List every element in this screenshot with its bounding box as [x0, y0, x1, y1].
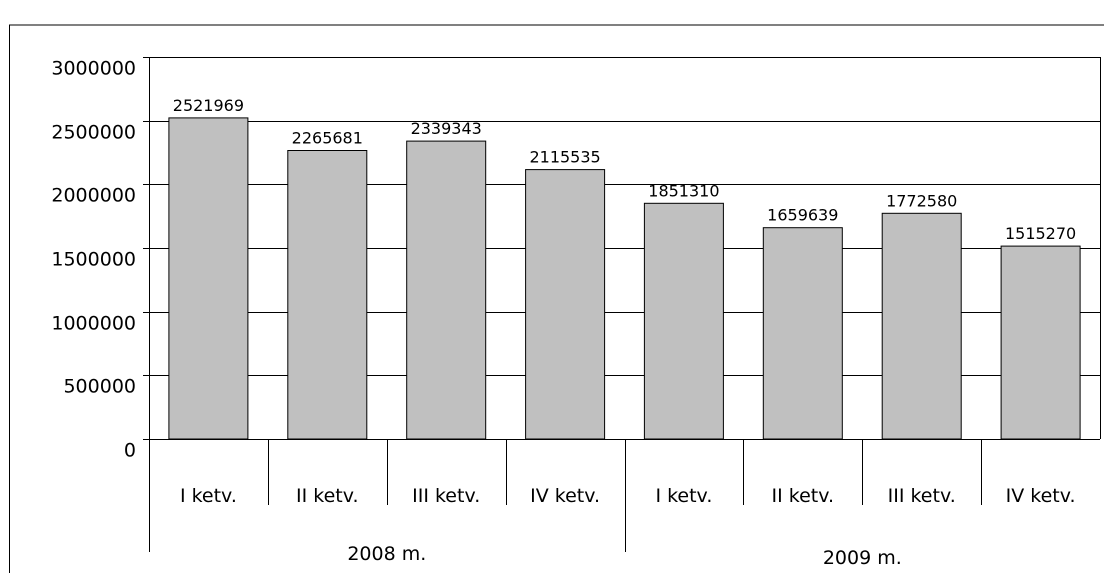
- x-tick-label: II ketv.: [772, 485, 835, 507]
- bar: [406, 140, 487, 440]
- bars: [168, 117, 1081, 440]
- data-label: 1772580: [886, 191, 957, 210]
- data-label: 1515270: [1005, 224, 1076, 243]
- y-tick-label: 500000: [63, 376, 136, 398]
- group-label: 2008 m.: [347, 543, 426, 565]
- bar: [643, 202, 724, 440]
- bar: [1000, 245, 1081, 440]
- data-label: 2521969: [173, 96, 244, 115]
- group-label: 2009 m.: [823, 547, 902, 569]
- data-label: 2115535: [529, 148, 600, 167]
- x-tick-label: IV ketv.: [1006, 485, 1076, 507]
- x-tick-label: III ketv.: [888, 485, 956, 507]
- data-label: 1851310: [648, 181, 719, 200]
- x-tick-label: I ketv.: [180, 485, 237, 507]
- bar: [881, 212, 962, 440]
- axes: [9, 24, 1104, 573]
- x-tick-label: II ketv.: [296, 485, 359, 507]
- y-tick-label: 1000000: [51, 313, 136, 335]
- x-tick-label: I ketv.: [655, 485, 712, 507]
- y-tick-label: 2000000: [51, 185, 136, 207]
- chart-title-area: [0, 0, 1105, 14]
- x-tick-label: IV ketv.: [530, 485, 600, 507]
- y-tick-label: 0: [124, 440, 136, 462]
- bar: [525, 169, 606, 440]
- y-tick-label: 2500000: [51, 122, 136, 144]
- labels: 0 500000 1000000 1500000 2000000 2500000 30000…: [51, 58, 1076, 570]
- x-tick-label: III ketv.: [412, 485, 480, 507]
- data-label: 2339343: [411, 119, 482, 138]
- bar: [762, 227, 843, 440]
- y-tick-label: 3000000: [51, 58, 136, 80]
- bar: [287, 150, 368, 440]
- data-label: 1659639: [767, 206, 838, 225]
- data-label: 2265681: [292, 129, 363, 148]
- y-tick-label: 1500000: [51, 249, 136, 271]
- bar: [168, 117, 249, 440]
